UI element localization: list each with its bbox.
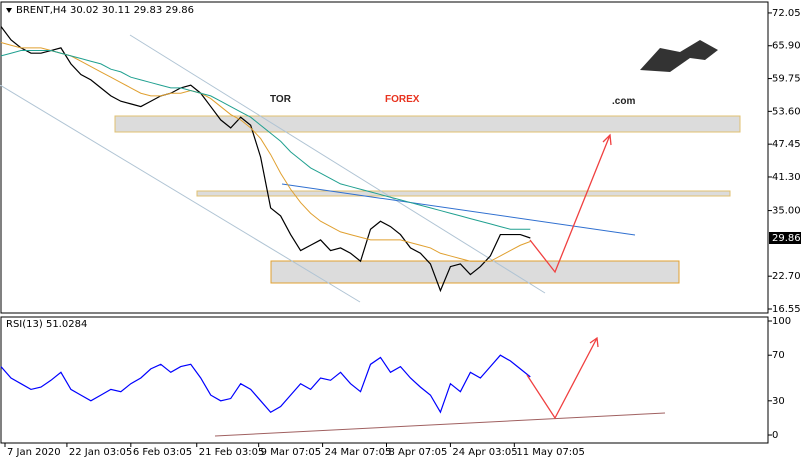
y-tick-label: 47.45 — [772, 139, 801, 150]
series-line — [0, 42, 531, 262]
watermark: .com — [612, 96, 635, 107]
y-tick-label: 53.60 — [772, 106, 801, 117]
series-line — [0, 50, 531, 230]
rsi-panel — [0, 316, 769, 444]
price-marker-label: 29.86 — [772, 233, 801, 244]
forecast-arrow — [526, 133, 612, 420]
x-tick-label: 6 Feb 03:05 — [133, 447, 192, 458]
x-tick-label: 7 Jan 2020 — [7, 447, 61, 458]
channel-line — [0, 84, 361, 303]
y-tick-label: 100 — [772, 316, 791, 327]
y-tick-label: 72.05 — [772, 8, 801, 19]
y-tick-label: 16.55 — [772, 304, 801, 315]
x-tick-label: 8 Apr 07:05 — [388, 447, 447, 458]
chart-title: BRENT,H4 30.02 30.11 29.83 29.86 — [16, 5, 194, 16]
series-line — [0, 26, 531, 293]
watermark: TOR — [270, 94, 292, 105]
dropdown-icon — [6, 8, 12, 13]
price-marker — [769, 231, 801, 244]
trend-line — [281, 183, 636, 236]
y-tick-label: 41.30 — [772, 172, 801, 183]
support-zone — [270, 260, 680, 284]
resistance-zone — [196, 190, 731, 197]
resistance-zone — [114, 115, 741, 133]
x-tick-label: 11 May 07:05 — [516, 447, 585, 458]
y-tick-label: 70 — [772, 350, 785, 361]
y-tick-label: 0 — [772, 430, 778, 441]
watermark: FOREX — [385, 94, 420, 105]
series-line — [0, 354, 531, 414]
x-tick-label: 22 Jan 03:05 — [69, 447, 132, 458]
y-tick-label: 59.75 — [772, 74, 801, 85]
rsi-trend-line — [214, 412, 666, 437]
channel-line — [129, 34, 546, 294]
rsi-title: RSI(13) 51.0284 — [6, 319, 87, 330]
x-tick-label: 21 Feb 03:05 — [199, 447, 265, 458]
bull-icon — [640, 40, 718, 72]
y-tick-label: 65.90 — [772, 41, 801, 52]
y-tick-label: 35.00 — [772, 206, 801, 217]
y-tick-label: 30 — [772, 396, 785, 407]
x-tick-label: 24 Mar 07:05 — [325, 447, 392, 458]
x-tick-label: 24 Apr 03:05 — [452, 447, 517, 458]
y-tick-label: 22.70 — [772, 271, 801, 282]
x-tick-label: 9 Mar 07:05 — [261, 447, 321, 458]
